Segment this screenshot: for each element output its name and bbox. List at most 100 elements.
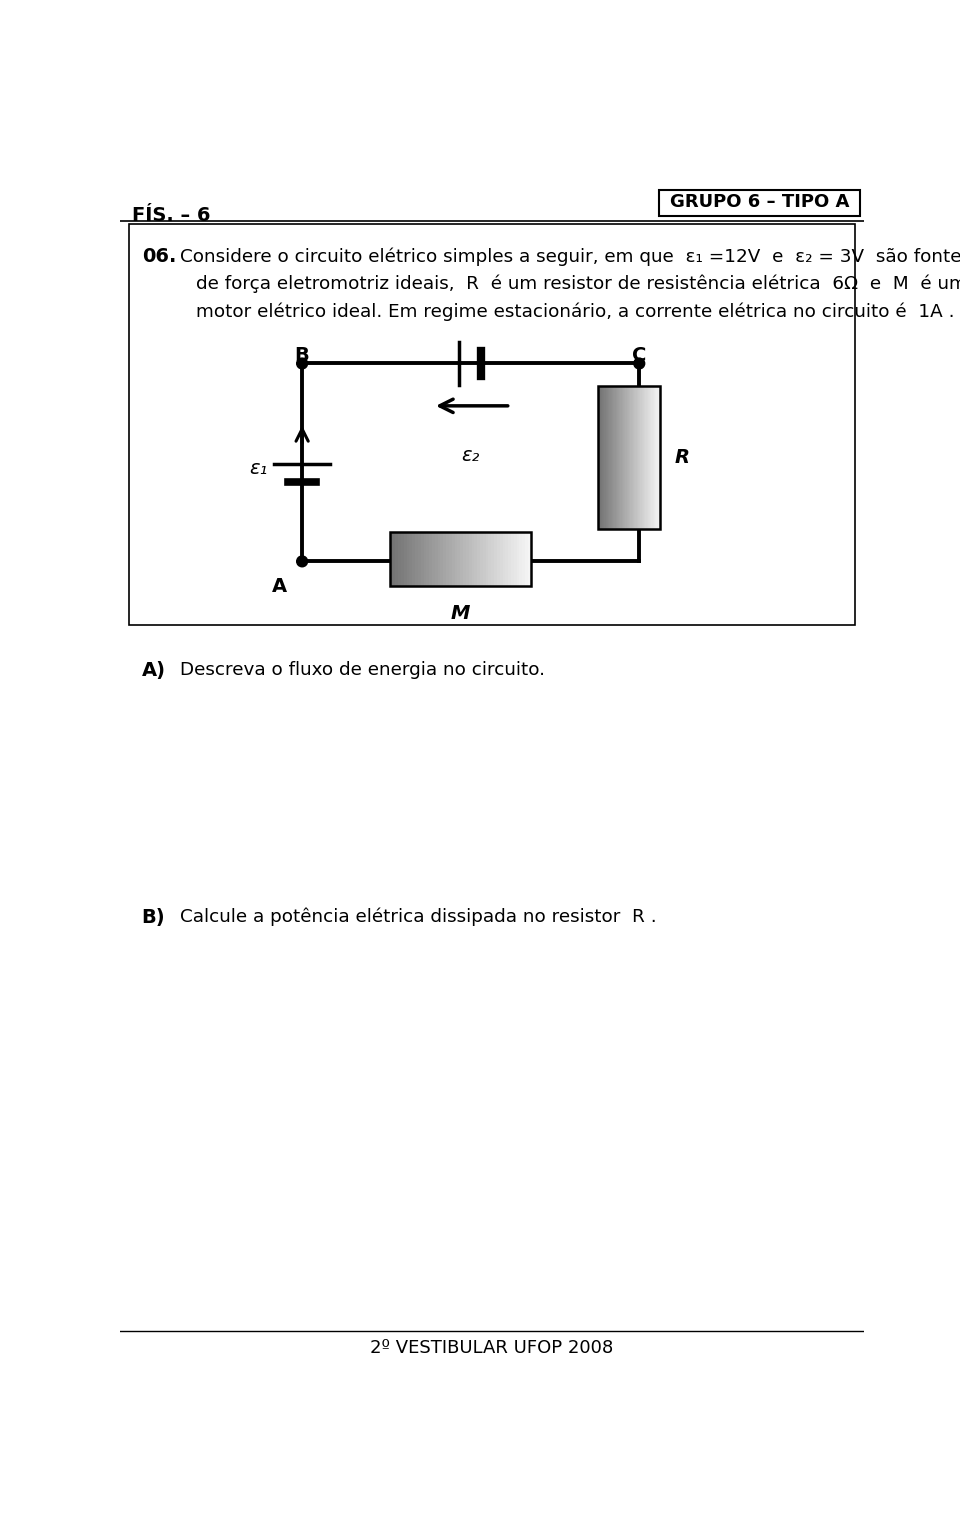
Bar	[444, 532, 446, 586]
Bar	[636, 387, 637, 529]
Bar	[401, 532, 404, 586]
Bar	[616, 387, 618, 529]
Bar	[455, 532, 458, 586]
Bar	[602, 387, 604, 529]
Bar	[624, 387, 626, 529]
Bar	[641, 387, 643, 529]
Text: de força eletromotriz ideais,  R  é um resistor de resistência elétrica  6Ω  e  : de força eletromotriz ideais, R é um res…	[196, 275, 960, 293]
Bar	[639, 387, 640, 529]
Bar	[619, 387, 621, 529]
Bar	[477, 532, 480, 586]
Bar	[407, 532, 410, 586]
Bar	[426, 532, 429, 586]
Bar	[636, 387, 638, 529]
Bar	[626, 387, 627, 529]
Bar	[659, 190, 860, 216]
Bar	[618, 387, 619, 529]
Bar	[508, 532, 512, 586]
Text: ε₂: ε₂	[461, 446, 479, 465]
Bar	[606, 387, 608, 529]
Bar	[423, 532, 427, 586]
Bar	[633, 387, 635, 529]
Bar	[622, 387, 623, 529]
Text: motor elétrico ideal. Em regime estacionário, a corrente elétrica no circuito é : motor elétrico ideal. Em regime estacion…	[196, 302, 954, 321]
Bar	[489, 532, 492, 586]
Bar	[438, 532, 441, 586]
Bar	[615, 387, 617, 529]
Bar	[627, 387, 629, 529]
Bar	[648, 387, 649, 529]
Text: C: C	[632, 345, 646, 365]
Bar	[640, 387, 642, 529]
Text: A: A	[272, 577, 287, 595]
Bar	[463, 532, 467, 586]
Text: M: M	[450, 604, 469, 623]
Bar	[516, 532, 520, 586]
Bar	[620, 387, 622, 529]
Bar	[623, 387, 625, 529]
Bar	[605, 387, 606, 529]
Bar	[390, 532, 531, 586]
Bar	[644, 387, 646, 529]
Bar	[404, 532, 407, 586]
Text: Calcule a potência elétrica dissipada no resistor  R .: Calcule a potência elétrica dissipada no…	[180, 908, 657, 927]
Bar	[415, 532, 419, 586]
Bar	[130, 224, 854, 624]
Bar	[393, 532, 396, 586]
Bar	[511, 532, 515, 586]
Text: GRUPO 6 – TIPO A: GRUPO 6 – TIPO A	[670, 193, 849, 210]
Bar	[607, 387, 609, 529]
Bar	[603, 387, 605, 529]
Text: A): A)	[142, 661, 166, 681]
Bar	[631, 387, 632, 529]
Bar	[500, 532, 503, 586]
Bar	[628, 387, 630, 529]
Bar	[652, 387, 653, 529]
Bar	[432, 532, 435, 586]
Bar	[519, 532, 522, 586]
Bar	[608, 387, 610, 529]
Bar	[466, 532, 469, 586]
Bar	[611, 387, 612, 529]
Bar	[471, 532, 474, 586]
Bar	[497, 532, 500, 586]
Bar	[420, 532, 424, 586]
Bar	[654, 387, 656, 529]
Bar	[629, 387, 631, 529]
Bar	[528, 532, 531, 586]
Bar	[598, 387, 600, 529]
Text: FÍS. – 6: FÍS. – 6	[132, 206, 210, 224]
Bar	[612, 387, 613, 529]
Bar	[599, 387, 601, 529]
Bar	[653, 387, 655, 529]
Bar	[483, 532, 486, 586]
Bar	[632, 387, 634, 529]
Bar	[390, 532, 393, 586]
Bar	[396, 532, 398, 586]
Bar	[398, 532, 401, 586]
Circle shape	[634, 357, 645, 368]
Text: B): B)	[142, 908, 165, 927]
Bar	[452, 532, 455, 586]
Bar	[449, 532, 452, 586]
Text: R: R	[674, 448, 689, 466]
Bar	[468, 532, 472, 586]
Bar	[410, 532, 413, 586]
Bar	[645, 387, 647, 529]
Bar	[522, 532, 525, 586]
Bar	[494, 532, 497, 586]
Text: B: B	[295, 345, 309, 365]
Bar	[418, 532, 421, 586]
Bar	[659, 387, 660, 529]
Bar	[502, 532, 506, 586]
Bar	[446, 532, 449, 586]
Bar	[650, 387, 652, 529]
Bar	[649, 387, 651, 529]
Text: 06.: 06.	[142, 247, 176, 267]
Text: Descreva o fluxo de energia no circuito.: Descreva o fluxo de energia no circuito.	[180, 661, 545, 680]
Bar	[514, 532, 517, 586]
Bar	[613, 387, 614, 529]
Bar	[460, 532, 464, 586]
Bar	[657, 387, 659, 529]
Circle shape	[297, 555, 307, 566]
